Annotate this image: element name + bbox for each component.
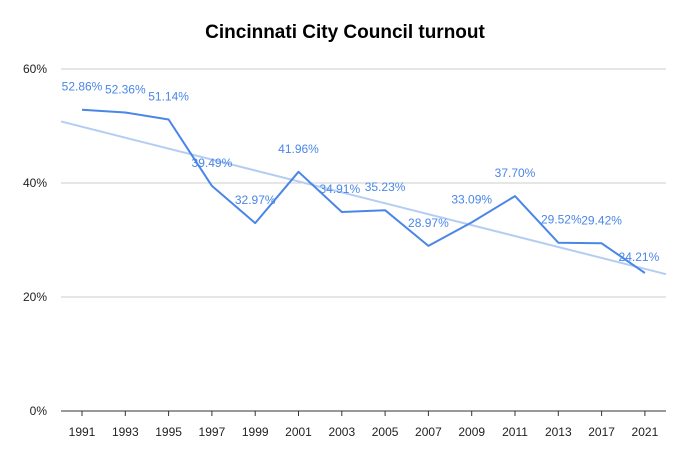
data-label: 52.36% <box>105 83 146 97</box>
data-label: 28.97% <box>408 216 449 230</box>
chart-title: Cincinnati City Council turnout <box>205 22 485 43</box>
data-label: 24.21% <box>619 250 660 264</box>
gridlines <box>61 68 666 412</box>
series-layer <box>81 108 646 274</box>
y-tick-label: 60% <box>23 62 47 76</box>
y-tick-label: 0% <box>30 404 48 418</box>
x-tick-label: 2013 <box>545 425 572 439</box>
x-tick-label: 1995 <box>155 425 182 439</box>
y-tick-label: 40% <box>23 176 47 190</box>
x-tick-label: 2007 <box>415 425 442 439</box>
data-label: 29.42% <box>581 213 622 227</box>
data-label: 37.70% <box>495 166 536 180</box>
data-label: 51.14% <box>148 90 189 104</box>
data-label: 33.09% <box>451 192 492 206</box>
x-tick-label: 2003 <box>328 425 355 439</box>
x-tick-label: 2001 <box>285 425 312 439</box>
data-label-layer: 52.86% 52.36% 51.14% 39.49% 32.97% 41.96% 34.9… <box>62 80 660 264</box>
x-tick-label: 1993 <box>112 425 139 439</box>
x-tick-label: 2021 <box>632 425 659 439</box>
y-axis-tick-labels: 0% 20% 40% 60% <box>23 62 47 418</box>
x-tick-label: 2017 <box>588 425 615 439</box>
y-tick-label: 20% <box>23 290 47 304</box>
x-tick-label: 1991 <box>69 425 96 439</box>
data-label: 35.23% <box>365 180 406 194</box>
x-tick-label: 1997 <box>199 425 226 439</box>
x-tick-label: 2009 <box>458 425 485 439</box>
data-label: 34.91% <box>319 182 360 196</box>
x-axis-tick-labels: 1991 1993 1995 1997 1999 2001 2003 2005 2007 2009… <box>69 411 659 439</box>
data-label: 52.86% <box>62 80 103 94</box>
data-label: 29.52% <box>541 213 582 227</box>
data-label: 39.49% <box>192 156 233 170</box>
series-line <box>81 108 646 274</box>
trendline-layer <box>60 120 667 276</box>
x-tick-label: 1999 <box>242 425 269 439</box>
data-label: 32.97% <box>235 193 276 207</box>
trendline <box>60 120 667 276</box>
x-tick-label: 2005 <box>372 425 399 439</box>
x-tick-label: 2011 <box>502 425 528 439</box>
data-label: 41.96% <box>278 142 319 156</box>
